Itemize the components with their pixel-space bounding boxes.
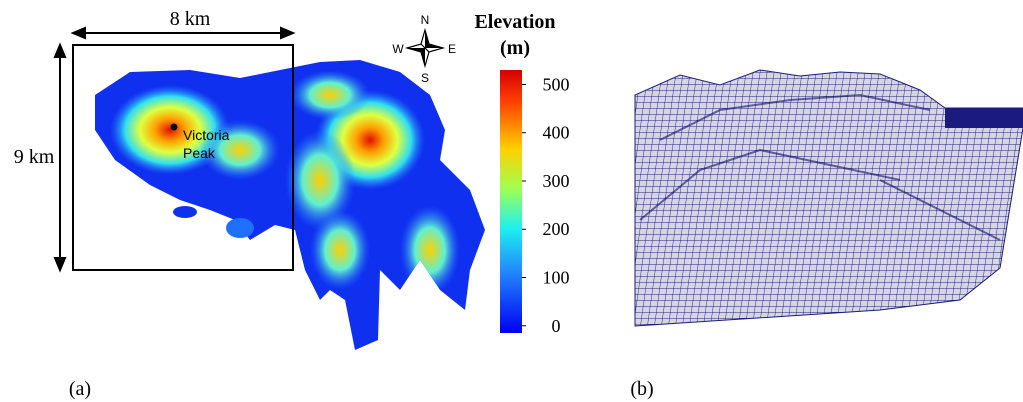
- colorbar-title: (m): [500, 37, 530, 59]
- compass-label: E: [448, 42, 456, 56]
- colorbar-tick-label: 400: [543, 123, 570, 143]
- colorbar-tick-label: 500: [543, 74, 570, 94]
- islet: [173, 206, 197, 218]
- landmark-label: Peak: [183, 145, 216, 161]
- islet: [226, 218, 254, 238]
- caption: (a): [69, 378, 91, 400]
- caption: (b): [630, 378, 653, 400]
- colorbar-title: Elevation: [474, 11, 555, 33]
- compass-label: S: [421, 71, 429, 85]
- width-label: 8 km: [170, 8, 211, 30]
- colorbar-tick-label: 200: [543, 219, 570, 239]
- colorbar-tick-label: 300: [543, 171, 570, 191]
- elevation-map: [80, 55, 500, 365]
- mesh-edge: [945, 108, 1023, 128]
- figure: 8 km 9 km Victoria Peak N S W E Elevatio…: [0, 0, 1023, 402]
- landmark-dot: [171, 124, 178, 131]
- compass-label: W: [392, 42, 404, 56]
- landmark-label: Victoria: [183, 127, 230, 143]
- colorbar-tick-label: 0: [552, 316, 561, 336]
- colorbar: [500, 70, 522, 333]
- colorbar-tick-label: 100: [543, 268, 570, 288]
- compass-label: N: [421, 13, 430, 27]
- height-label: 9 km: [14, 146, 55, 168]
